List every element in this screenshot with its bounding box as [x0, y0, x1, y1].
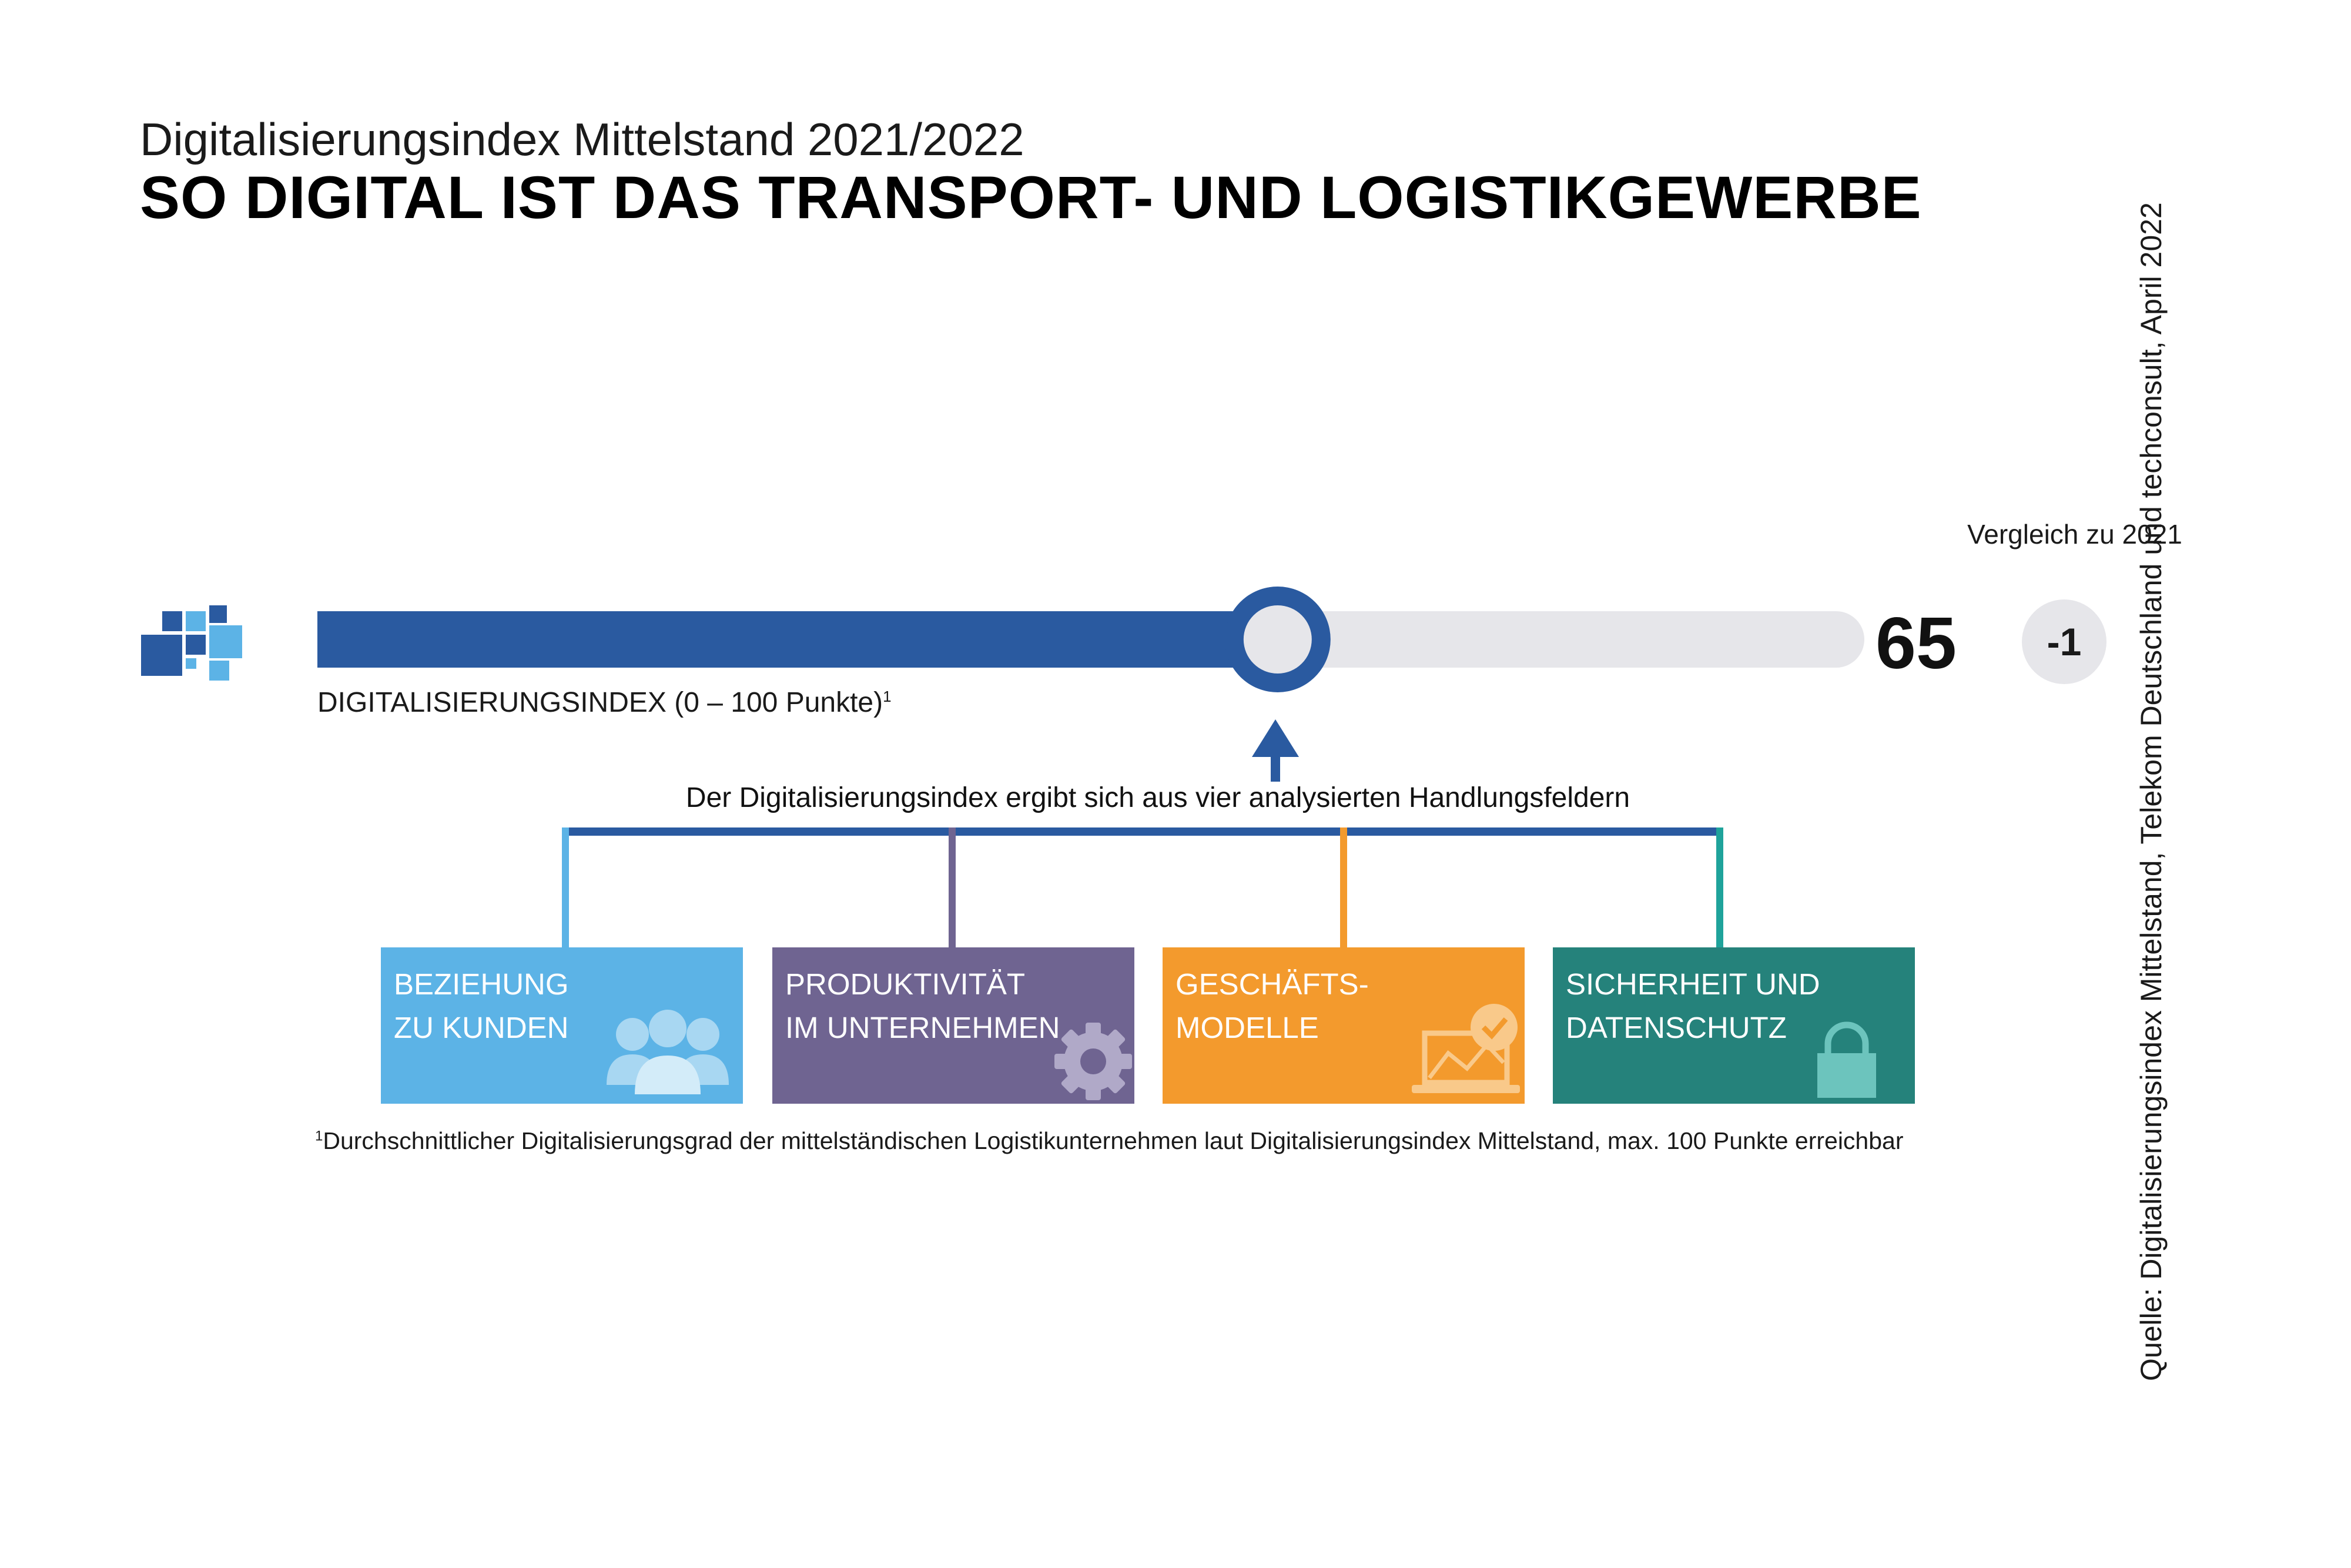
- value-marker-center: [1243, 605, 1312, 674]
- chart-subtitle: Digitalisierungsindex Mittelstand 2021/2…: [140, 113, 1024, 165]
- bar-fill: [317, 611, 1278, 668]
- fields-bracket: [562, 827, 1723, 947]
- footnote: 1Durchschnittlicher Digitalisierungsgrad…: [315, 1127, 1903, 1155]
- field-label: PRODUKTIVITÄT IM UNTERNEHMEN: [785, 967, 1060, 1044]
- lock-icon: [1817, 1021, 1876, 1098]
- gear-icon: [1054, 1023, 1132, 1100]
- comparison-label: Vergleich zu 2021: [1967, 519, 2182, 550]
- index-value: 65: [1876, 603, 1957, 684]
- field-label: SICHERHEIT UND DATENSCHUTZ: [1566, 967, 1820, 1044]
- comparison-badge: -1: [2022, 599, 2106, 684]
- index-label-text: DIGITALISIERUNGSINDEX (0 – 100 Punkte): [317, 687, 883, 718]
- fields-caption: Der Digitalisierungsindex ergibt sich au…: [685, 782, 1630, 813]
- footnote-mark: 1: [883, 688, 892, 705]
- field-box-security: SICHERHEIT UND DATENSCHUTZ: [1553, 947, 1915, 1104]
- field-box-productivity: PRODUKTIVITÄT IM UNTERNEHMEN: [772, 947, 1134, 1104]
- arrow-up-icon: [1252, 719, 1299, 782]
- logo-icon: [141, 605, 242, 681]
- field-label: BEZIEHUNG ZU KUNDEN: [394, 967, 569, 1044]
- chart-title: SO DIGITAL IST DAS TRANSPORT- UND LOGIST…: [140, 164, 1922, 231]
- people-icon: [607, 1010, 729, 1094]
- field-box-customer-relations: BEZIEHUNG ZU KUNDEN: [381, 947, 743, 1104]
- field-box-business-models: GESCHÄFTS- MODELLE: [1163, 947, 1525, 1104]
- field-label: GESCHÄFTS- MODELLE: [1176, 967, 1369, 1044]
- laptop-check-icon: [1412, 1004, 1520, 1093]
- footnote-mark: 1: [315, 1128, 323, 1144]
- index-label: DIGITALISIERUNGSINDEX (0 – 100 Punkte)1: [317, 686, 892, 719]
- footnote-text: Durchschnittlicher Digitalisierungsgrad …: [323, 1127, 1904, 1154]
